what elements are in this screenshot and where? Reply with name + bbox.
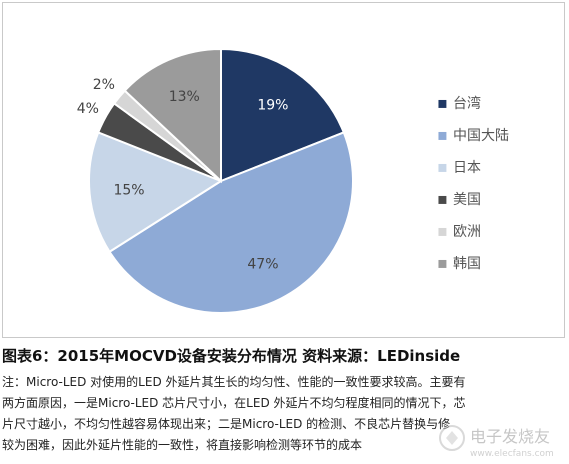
legend-marker-icon: ▪ — [437, 93, 448, 112]
legend-label: 韩国 — [453, 256, 481, 272]
note-text: 注：Micro-LED 对使用的LED 外延片其生长的均匀性、性能的一致性要求较… — [2, 372, 567, 456]
pie-slice-label-0: 19% — [257, 98, 288, 114]
chart-frame: 19% 47% 15% 4% 2% 13% ▪ 台湾 ▪ 中国大陆 ▪ 日本 ▪ 美国 ▪ 欧洲 ▪ 韩国 — [2, 2, 565, 338]
note-line: 片尺寸越小，不均匀性越容易体现出来；二是Micro-LED 的检测、不良芯片替换… — [2, 417, 451, 431]
legend-marker-icon: ▪ — [437, 189, 448, 208]
legend-label: 日本 — [453, 160, 481, 176]
legend-item: ▪ 台湾 — [437, 87, 557, 119]
legend-label: 欧洲 — [453, 224, 481, 240]
legend: ▪ 台湾 ▪ 中国大陆 ▪ 日本 ▪ 美国 ▪ 欧洲 ▪ 韩国 — [437, 87, 557, 279]
watermark-logo: 电子发烧友 www.elecfans.com — [439, 425, 554, 459]
figure-caption: 图表6：2015年MOCVD设备安装分布情况 资料来源：LEDinside — [2, 347, 461, 365]
legend-item: ▪ 日本 — [437, 151, 557, 183]
watermark-url: www.elecfans.com — [470, 449, 554, 459]
pie-slice-0 — [220, 47, 346, 183]
note-line: 注：Micro-LED 对使用的LED 外延片其生长的均匀性、性能的一致性要求较… — [2, 375, 466, 389]
legend-marker-icon: ▪ — [437, 157, 448, 176]
pie-slice-5 — [123, 47, 222, 184]
note-line: 较为困难，因此外延片性能的一致性，将直接影响检测等环节的成本 — [2, 438, 363, 452]
pie-slice-label-5: 13% — [169, 89, 200, 105]
pie-slice-label-3: 4% — [77, 101, 99, 117]
legend-item: ▪ 美国 — [437, 183, 557, 215]
legend-item: ▪ 欧洲 — [437, 215, 557, 247]
pie-chart: 19% 47% 15% 4% 2% 13% — [77, 47, 354, 314]
legend-item: ▪ 韩国 — [437, 247, 557, 279]
pie-slice-2 — [88, 131, 224, 254]
pie-slice-label-2: 15% — [113, 183, 144, 199]
legend-marker-icon: ▪ — [437, 125, 448, 144]
note-line: 两方面原因，一是Micro-LED 芯片尺寸小，在LED 外延片不均匀程度相同的… — [2, 396, 466, 410]
watermark-text: 电子发烧友 — [470, 427, 550, 446]
pie-slice-label-4: 2% — [93, 77, 115, 93]
legend-marker-icon: ▪ — [437, 253, 448, 272]
pie-slice-1 — [108, 131, 354, 314]
legend-marker-icon: ▪ — [437, 221, 448, 240]
pie-slice-label-1: 47% — [247, 256, 278, 272]
legend-label: 中国大陆 — [453, 128, 509, 144]
legend-item: ▪ 中国大陆 — [437, 119, 557, 151]
legend-label: 台湾 — [453, 96, 481, 112]
legend-label: 美国 — [453, 192, 481, 208]
